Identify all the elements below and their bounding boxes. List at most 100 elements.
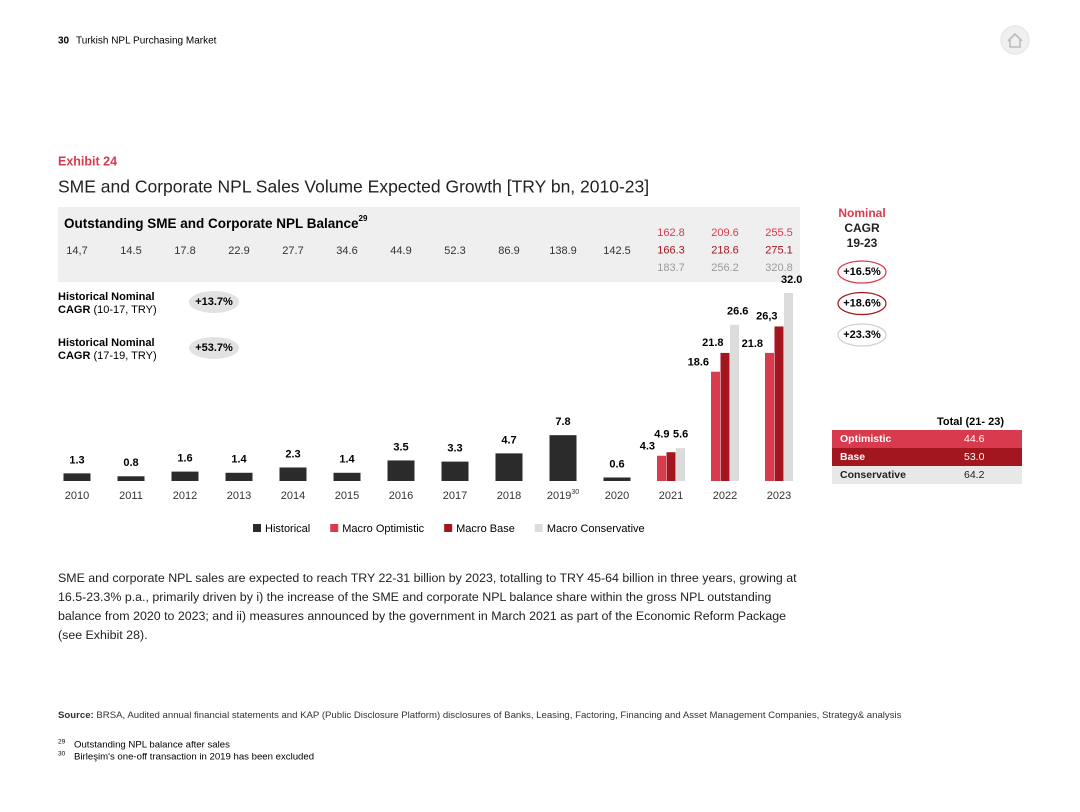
balance-title: Outstanding SME and Corporate NPL Balanc…	[64, 214, 368, 230]
balance-scenario-value: 162.8	[657, 227, 685, 239]
x-tick-label: 2017	[443, 490, 467, 502]
value-label: 1.4	[231, 454, 247, 466]
totals-row	[832, 466, 1022, 484]
balance-value: 44.9	[390, 245, 411, 257]
home-circle[interactable]	[1000, 25, 1030, 55]
value-label: 26.6	[727, 306, 748, 318]
cagr-value: +13.7%	[195, 296, 233, 308]
home-button[interactable]	[1000, 25, 1030, 55]
totals-title: Total (21- 23)	[937, 416, 1004, 428]
projected-cagr-value: +16.5%	[843, 266, 881, 278]
bar	[784, 293, 793, 481]
legend-label: Historical	[265, 523, 310, 535]
projected-cagr-pill	[837, 323, 887, 347]
x-tick-label: 2014	[281, 490, 305, 502]
value-label: 7.8	[555, 416, 570, 428]
bar	[63, 473, 91, 481]
balance-scenario-value: 183.7	[657, 262, 685, 274]
footnote-text: Outstanding NPL balance after sales	[74, 740, 230, 751]
totals-name: Base	[840, 451, 865, 463]
x-tick-label: 2020	[605, 490, 629, 502]
balance-value: 17.8	[174, 245, 195, 257]
balance-scenario-value: 209.6	[711, 227, 739, 239]
bar	[333, 472, 361, 481]
bar	[730, 324, 739, 481]
x-tick-label: 2018	[497, 490, 521, 502]
totals-name: Optimistic	[840, 433, 892, 445]
x-tick-text: 2013	[227, 490, 251, 502]
value-label: 1.4	[339, 454, 355, 466]
x-tick-label: 201930	[547, 489, 579, 502]
value-label: 26,3	[756, 310, 777, 322]
bar	[676, 448, 685, 481]
bar	[774, 326, 784, 481]
x-tick-text: 2012	[173, 490, 197, 502]
footnote-text: Birleşim's one-off transaction in 2019 h…	[74, 752, 314, 763]
bar	[441, 461, 469, 481]
x-tick-text: 2021	[659, 490, 683, 502]
value-label: 4.3	[640, 441, 655, 453]
value-label: 3.3	[447, 443, 462, 455]
page-number: 30	[58, 36, 70, 47]
legend-label: Macro Optimistic	[342, 523, 424, 535]
source-label: Source:	[58, 710, 94, 721]
balance-title-text: Outstanding SME and Corporate NPL Balanc…	[64, 216, 359, 231]
value-label: 21.8	[742, 338, 763, 350]
totals-row	[832, 430, 1022, 448]
value-label: 18.6	[688, 357, 709, 369]
x-tick-label: 2021	[659, 490, 683, 502]
x-tick-text: 2010	[65, 490, 89, 502]
balance-value: 138.9	[549, 245, 577, 257]
x-tick-text: 2022	[713, 490, 737, 502]
balance-scenario-value: 320.8	[765, 262, 793, 274]
x-tick-label: 2012	[173, 490, 197, 502]
x-tick-label: 2010	[65, 490, 89, 502]
x-tick-label: 2013	[227, 490, 251, 502]
balance-value: 22.9	[228, 245, 249, 257]
x-tick-note: 30	[571, 489, 579, 496]
x-tick-label: 2023	[767, 490, 791, 502]
cagr-value: +53.7%	[195, 342, 233, 354]
home-icon[interactable]	[1007, 32, 1023, 48]
legend-swatch	[534, 524, 543, 532]
value-label: 2.3	[285, 448, 300, 460]
balance-value: 142.5	[603, 245, 631, 257]
bar	[549, 435, 577, 481]
value-label: 3.5	[393, 441, 408, 453]
legend-swatch	[444, 524, 453, 532]
projected-cagr-pill	[837, 291, 887, 316]
totals-value: 64.2	[964, 469, 985, 481]
bar	[279, 467, 307, 481]
balance-scenario-value: 256.2	[711, 262, 739, 274]
cagr-pill	[189, 337, 239, 359]
balance-note: 29	[359, 214, 368, 223]
x-tick-text: 2014	[281, 490, 305, 502]
balance-band	[58, 207, 800, 282]
bar	[666, 452, 676, 481]
cagr-label: Historical Nominal	[58, 337, 155, 349]
x-tick-text: 2023	[767, 490, 791, 502]
bar	[117, 476, 145, 481]
bar	[387, 460, 415, 481]
totals-value: 53.0	[964, 451, 985, 463]
value-label: 0.6	[609, 458, 624, 470]
source-text: BRSA, Audited annual financial statement…	[96, 710, 902, 721]
balance-value: 86.9	[498, 245, 519, 257]
cagr-period: (17-19, TRY)	[93, 350, 156, 362]
exhibit-title: SME and Corporate NPL Sales Volume Expec…	[58, 177, 649, 197]
projected-cagr-value: +23.3%	[843, 329, 881, 341]
footnote-mark: 29	[58, 739, 66, 746]
cagr-label-bold: CAGR	[58, 350, 90, 362]
value-label: 1.6	[177, 453, 192, 465]
bar	[657, 455, 666, 481]
running-title: Turkish NPL Purchasing Market	[76, 36, 217, 47]
body-text: SME and corporate NPL sales are expected…	[58, 571, 797, 642]
x-tick-label: 2015	[335, 490, 359, 502]
balance-value: 52.3	[444, 245, 465, 257]
bar	[603, 477, 631, 481]
value-label: 32.0	[781, 274, 802, 286]
balance-scenario-value: 166.3	[657, 244, 685, 256]
value-label: 0.8	[123, 457, 138, 469]
balance-value: 34.6	[336, 245, 357, 257]
